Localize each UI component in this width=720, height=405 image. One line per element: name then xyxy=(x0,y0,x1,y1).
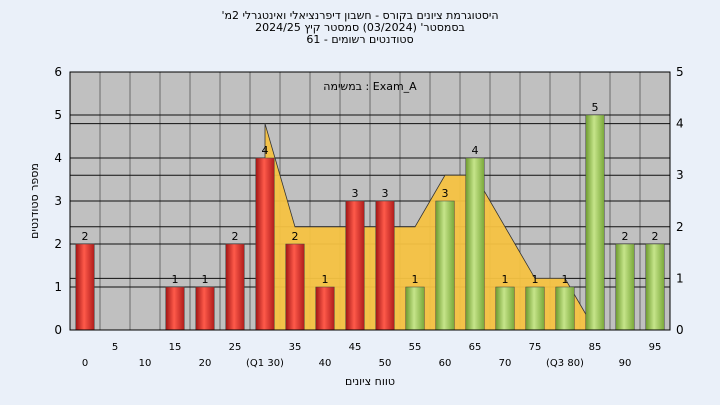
bar xyxy=(495,286,515,331)
title-line-3: סטודנטים רשומים - 61 xyxy=(306,33,414,46)
title-line-2: בסמסטר' (03/2024) סמסטר קיץ 2024/25 xyxy=(255,21,465,34)
x-tick-label: 65 xyxy=(469,342,482,353)
title-line-1: 'היסטוגרמת ציונים בקורס - חשבון דיפרנציא… xyxy=(221,9,499,22)
bar-value-label: 2 xyxy=(82,230,89,243)
x-tick-label: 20 xyxy=(199,358,212,369)
bar-value-label: 1 xyxy=(562,273,569,286)
x-tick-label: 85 xyxy=(589,342,602,353)
y2-tick-label: 1 xyxy=(676,271,684,285)
bar-value-label: 2 xyxy=(232,230,239,243)
bar xyxy=(75,243,95,331)
bar-value-label: 1 xyxy=(172,273,179,286)
y-tick-label: 0 xyxy=(54,323,62,337)
bar-value-label: 1 xyxy=(322,273,329,286)
y-tick-label: 5 xyxy=(54,108,62,122)
x-tick-label: 90 xyxy=(619,358,632,369)
bar xyxy=(345,200,365,331)
y2-tick-label: 0 xyxy=(676,323,684,337)
x-tick-label: (Q3 80) xyxy=(546,358,584,369)
x-tick-label: 95 xyxy=(649,342,662,353)
bar xyxy=(195,286,215,331)
x-tick-label: 50 xyxy=(379,358,392,369)
x-tick-label: 35 xyxy=(289,342,302,353)
y-tick-label: 3 xyxy=(54,194,62,208)
bar xyxy=(225,243,245,331)
bar-value-label: 1 xyxy=(532,273,539,286)
plot-border xyxy=(69,71,671,331)
y-tick-label: 6 xyxy=(54,65,62,79)
y2-tick-label: 3 xyxy=(676,168,684,182)
bar xyxy=(525,286,545,331)
x-tick-label: (Q1 30) xyxy=(246,358,284,369)
bar-value-label: 1 xyxy=(502,273,509,286)
x-tick-label: 25 xyxy=(229,342,242,353)
bar-value-label: 3 xyxy=(382,187,389,200)
bar-value-label: 2 xyxy=(292,230,299,243)
bar-value-label: 3 xyxy=(442,187,449,200)
x-tick-label: 70 xyxy=(499,358,512,369)
x-tick-label: 60 xyxy=(439,358,452,369)
y-tick-label: 1 xyxy=(54,280,62,294)
bar xyxy=(315,286,335,331)
bar-value-label: 4 xyxy=(262,144,269,157)
x-tick-label: 15 xyxy=(169,342,182,353)
bar-value-label: 1 xyxy=(202,273,209,286)
bar-value-label: 2 xyxy=(652,230,659,243)
y2-tick-label: 4 xyxy=(676,117,684,131)
y2-tick-label: 2 xyxy=(676,220,684,234)
bar xyxy=(255,157,275,331)
x-tick-label: 40 xyxy=(319,358,332,369)
y2-tick-label: 5 xyxy=(676,65,684,79)
x-tick-label: 5 xyxy=(112,342,118,353)
bar xyxy=(285,243,305,331)
bar xyxy=(435,200,455,331)
bar xyxy=(165,286,185,331)
bar xyxy=(645,243,665,331)
y-axis-label: מספר סטודנטים xyxy=(28,163,41,239)
y-tick-label: 2 xyxy=(54,237,62,251)
bar xyxy=(585,114,605,331)
x-tick-label: 75 xyxy=(529,342,542,353)
bar xyxy=(405,286,425,331)
x-axis-label: טווח ציונים xyxy=(345,375,395,388)
bar xyxy=(555,286,575,331)
x-tick-label: 55 xyxy=(409,342,422,353)
chart-title: 'היסטוגרמת ציונים בקורס - חשבון דיפרנציא… xyxy=(0,10,720,46)
bar xyxy=(615,243,635,331)
y-tick-label: 4 xyxy=(54,151,62,165)
bar xyxy=(465,157,485,331)
bar-value-label: 2 xyxy=(622,230,629,243)
bar-value-label: 5 xyxy=(592,101,599,114)
x-tick-label: 45 xyxy=(349,342,362,353)
bar xyxy=(375,200,395,331)
bar-value-label: 1 xyxy=(412,273,419,286)
bar-value-label: 3 xyxy=(352,187,359,200)
x-tick-label: 10 xyxy=(139,358,152,369)
x-tick-label: 0 xyxy=(82,358,88,369)
bar-value-label: 4 xyxy=(472,144,479,157)
annotation-text: במשימה : Exam_A xyxy=(323,80,417,93)
